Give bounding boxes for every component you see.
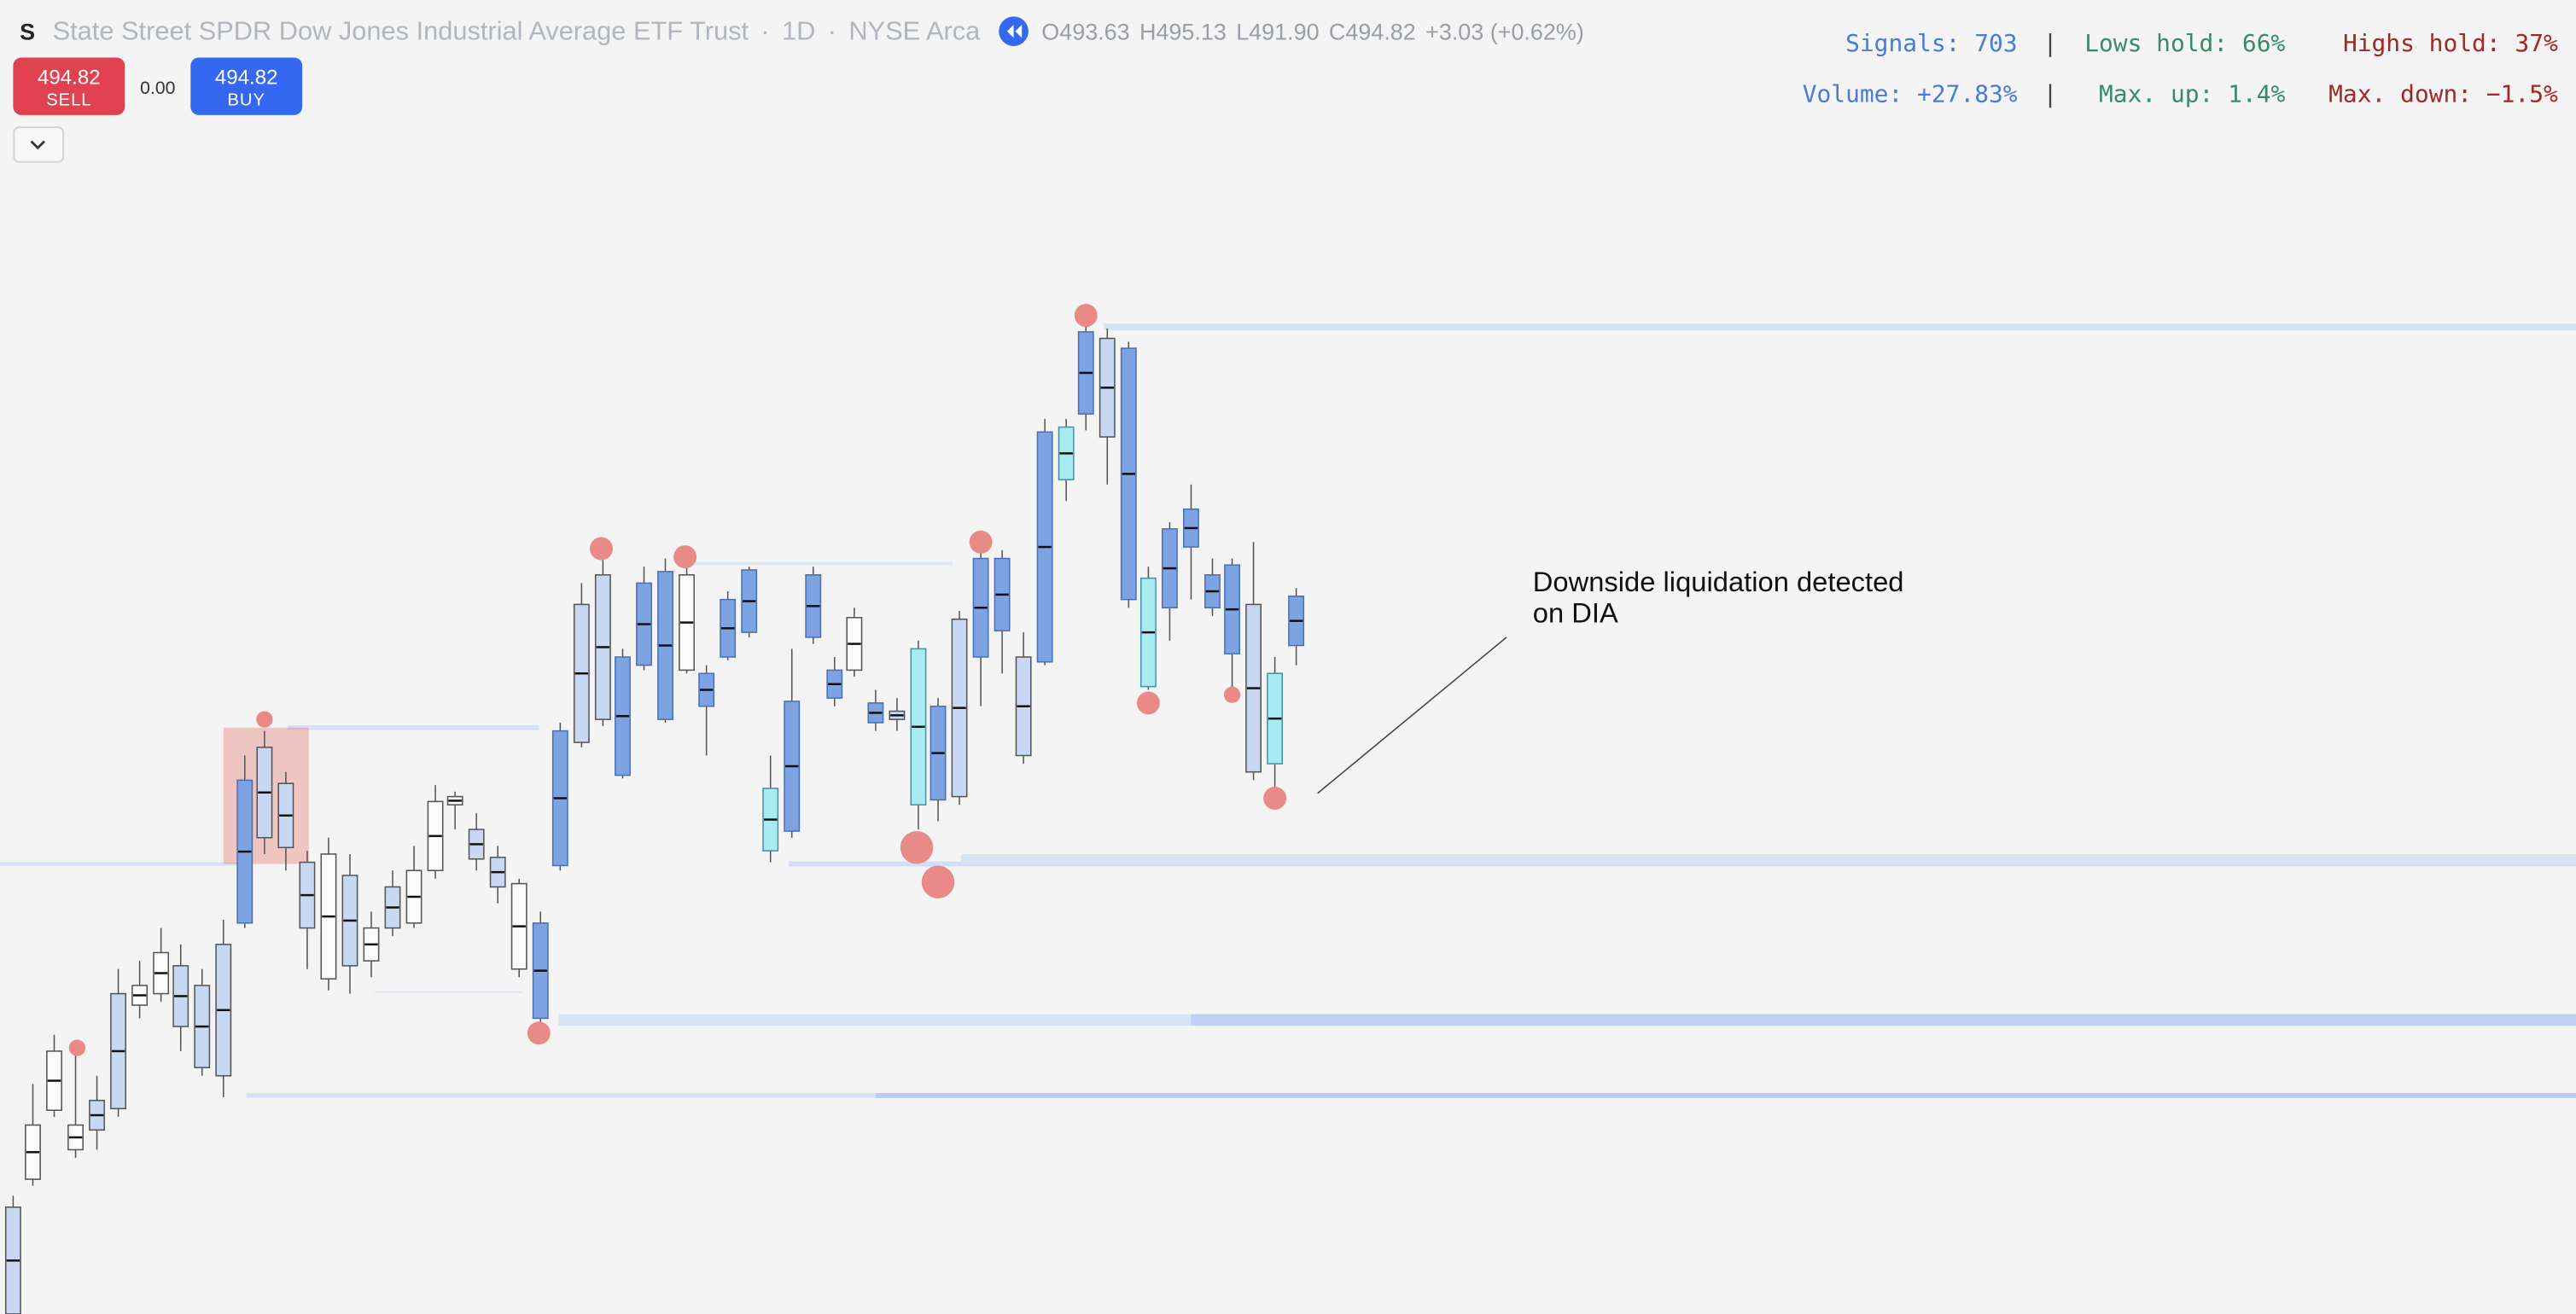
replay-icon xyxy=(1006,24,1023,38)
close-label: C xyxy=(1329,19,1345,44)
chevron xyxy=(30,140,45,150)
lows-hold: Lows hold: 66% xyxy=(2084,29,2285,57)
buy-button[interactable] xyxy=(190,57,303,115)
signal-dot xyxy=(1136,691,1160,715)
open-label: O xyxy=(1041,19,1059,44)
logo: S xyxy=(20,19,35,44)
sell-button[interactable] xyxy=(13,57,125,115)
signal-dot xyxy=(589,537,613,561)
signal-dot xyxy=(68,1039,86,1056)
signal-dot xyxy=(1223,686,1241,703)
high: 495.13 xyxy=(1156,19,1226,44)
max-up: Max. up: 1.4% xyxy=(2099,79,2285,108)
annotation-pointer xyxy=(1317,637,1507,794)
separator: | xyxy=(2043,79,2058,108)
separator: | xyxy=(2043,29,2058,57)
signal-dot xyxy=(1074,304,1098,328)
dot: · xyxy=(761,15,769,45)
max-down: Max. down: −1.5% xyxy=(2328,79,2558,108)
spread: 0.00 xyxy=(140,78,175,98)
close: 494.82 xyxy=(1345,19,1415,44)
open: 493.63 xyxy=(1059,19,1129,44)
signal-dot xyxy=(969,530,993,554)
signals: Signals: 703 xyxy=(1845,29,2018,57)
sell-label: SELL xyxy=(46,90,91,109)
volume: Volume: +27.83% xyxy=(1803,79,2018,108)
dot: · xyxy=(828,15,836,45)
low-label: L xyxy=(1236,19,1249,44)
buy-price: 494.82 xyxy=(215,66,278,89)
highs-hold: Highs hold: 37% xyxy=(2343,29,2558,57)
change: +3.03 (+0.62%) xyxy=(1425,19,1584,44)
collapse-button[interactable] xyxy=(13,126,65,163)
sell-price: 494.82 xyxy=(38,66,101,89)
signal-dot xyxy=(256,711,273,728)
annotation-line: on DIA xyxy=(1533,597,1618,629)
title: State Street SPDR Dow Jones Industrial A… xyxy=(53,15,749,45)
title-bar: State Street SPDR Dow Jones Industrial A… xyxy=(53,15,982,45)
signal-dot xyxy=(921,865,955,898)
exchange: NYSE Arca xyxy=(848,15,981,45)
signal-dot xyxy=(673,545,697,569)
high-label: H xyxy=(1139,19,1156,44)
signal-dot xyxy=(527,1021,551,1045)
signal-dot xyxy=(900,831,934,864)
signal-dot xyxy=(1263,787,1287,811)
chart-area xyxy=(0,304,2576,1314)
buy-label: BUY xyxy=(228,90,265,109)
low: 491.90 xyxy=(1249,19,1319,44)
interval: 1D xyxy=(782,15,815,45)
ohlc: O493.63 H495.13 L491.90 C494.82 +3.03 (+… xyxy=(1041,19,1584,44)
annotation-line: Downside liquidation detected xyxy=(1533,566,1904,597)
